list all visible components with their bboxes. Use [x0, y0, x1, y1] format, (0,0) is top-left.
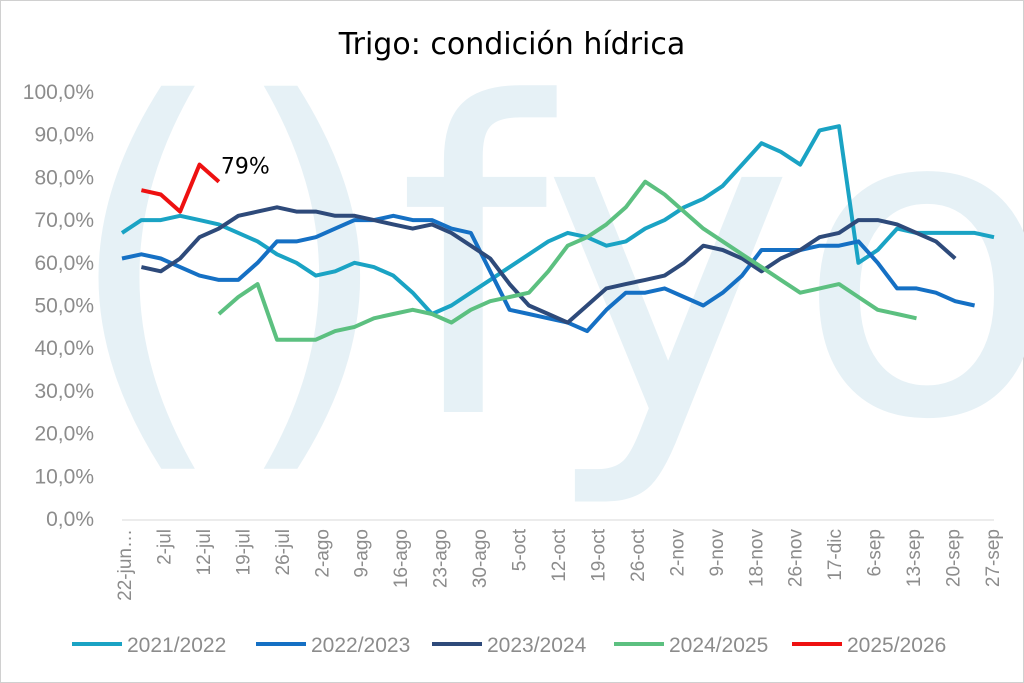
- y-tick-label: 80,0%: [34, 166, 94, 189]
- x-tick-label: 23-ago: [431, 529, 452, 588]
- x-tick-label: 18-nov: [746, 529, 767, 588]
- legend-label: 2024/2025: [669, 634, 768, 657]
- legend-label: 2022/2023: [311, 634, 410, 657]
- x-tick-label: 26-oct: [628, 528, 649, 582]
- x-tick-label: 19-jul: [233, 529, 254, 575]
- series-line-2022-2023: [121, 213, 976, 334]
- y-axis: 0,0% 10,0% 20,0% 30,0% 40,0% 50,0% 60,0% 70,0% 8…: [23, 81, 94, 531]
- x-tick-label: 2-nov: [667, 529, 688, 577]
- x-tick-label: 2-jul: [155, 529, 176, 565]
- x-tick-label: 9-ago: [352, 529, 373, 578]
- x-tick-label: 22-jun…: [115, 529, 136, 601]
- x-tick-label: 12-jul: [194, 529, 215, 575]
- x-tick-label: 20-sep: [944, 529, 965, 587]
- x-tick-label: 9-nov: [707, 529, 728, 577]
- x-tick-label: 13-sep: [904, 529, 925, 587]
- y-tick-label: 50,0%: [34, 295, 94, 318]
- last-value-annotation: 79%: [221, 155, 270, 180]
- series-layer: [120, 124, 995, 342]
- x-tick-label: 16-ago: [391, 529, 412, 588]
- legend-label: 2025/2026: [847, 634, 946, 657]
- x-tick-label: 30-ago: [470, 529, 491, 588]
- legend-item: 2021/2022: [72, 634, 226, 657]
- watermark-logo: ()fyo: [62, 14, 1024, 514]
- y-tick-label: 10,0%: [34, 465, 94, 488]
- x-tick-label: 26-jul: [273, 529, 294, 575]
- y-tick-label: 20,0%: [34, 423, 94, 446]
- series-line-2024-2025: [217, 179, 917, 342]
- series-line-2023-2024: [140, 205, 957, 325]
- legend: 2021/2022 2022/2023 2023/2024 2024/2025 2025…: [72, 634, 946, 657]
- chart-title: Trigo: condición hídrica: [338, 27, 686, 62]
- x-tick-label: 19-oct: [589, 528, 610, 582]
- x-tick-label: 5-oct: [510, 528, 531, 571]
- x-tick-label: 2-ago: [312, 529, 333, 578]
- legend-label: 2021/2022: [127, 634, 226, 657]
- y-tick-label: 90,0%: [34, 124, 94, 147]
- y-tick-label: 30,0%: [34, 380, 94, 403]
- legend-item: 2024/2025: [614, 634, 768, 657]
- legend-label: 2023/2024: [487, 634, 587, 657]
- x-tick-label: 27-sep: [983, 529, 1004, 587]
- y-tick-label: 40,0%: [34, 337, 94, 360]
- x-tick-label: 17-dic: [825, 529, 846, 581]
- series-line-2025-2026: [140, 162, 221, 214]
- y-tick-label: 0,0%: [46, 508, 94, 531]
- x-tick-label: 12-oct: [549, 528, 570, 582]
- series-line-2021-2022: [120, 124, 995, 316]
- x-axis: 22-jun… 2-jul 12-jul 19-jul 26-jul 2-ago 9-ago…: [115, 519, 1004, 601]
- y-tick-label: 60,0%: [34, 252, 94, 275]
- legend-item: 2025/2026: [792, 634, 946, 657]
- watermark-text: ()fyo: [62, 14, 1024, 514]
- x-tick-label: 26-nov: [786, 529, 807, 588]
- x-tick-label: 6-sep: [865, 529, 886, 577]
- legend-item: 2023/2024: [432, 634, 587, 657]
- y-tick-label: 70,0%: [34, 209, 94, 232]
- legend-item: 2022/2023: [256, 634, 410, 657]
- y-tick-label: 100,0%: [23, 81, 94, 104]
